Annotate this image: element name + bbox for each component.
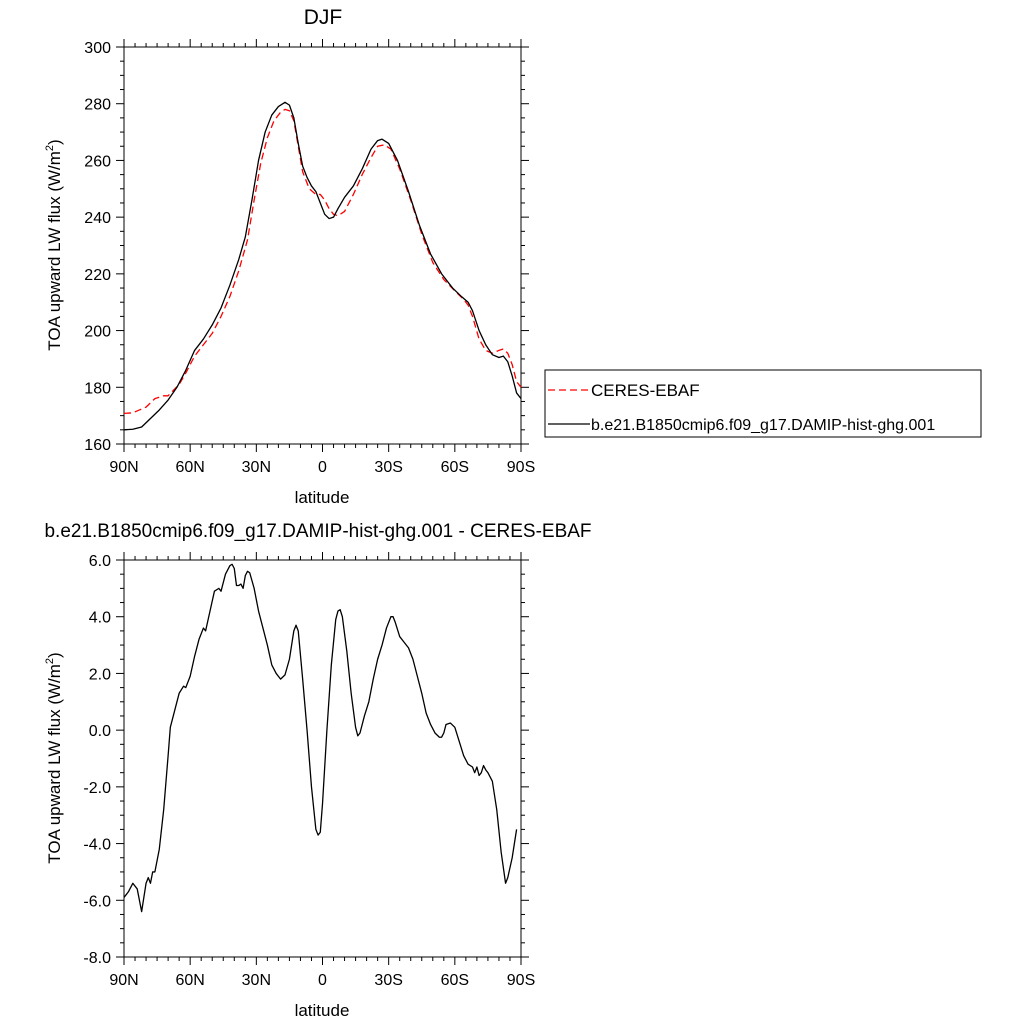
top-y-axis-label-superscript: 2: [44, 145, 56, 151]
top-panel: DJF 160 180 200 220 240 260 280 300 90N 60N 30N 0 3…: [44, 6, 982, 507]
bottom-y-tick-label: 0.0: [89, 723, 111, 740]
bottom-panel-title: b.e21.B1850cmip6.f09_g17.DAMIP-hist-ghg.…: [44, 521, 591, 542]
top-y-tick-label: 200: [84, 324, 111, 341]
top-x-tick-label: 30S: [374, 459, 402, 476]
top-y-tick-label: 160: [84, 437, 111, 454]
bottom-axis-ticks: [116, 552, 529, 965]
bottom-plot-frame: [123, 559, 522, 958]
top-y-tick-label: 260: [84, 153, 111, 170]
bottom-y-axis-label-superscript: 2: [44, 658, 56, 664]
bottom-y-tick-label: 2.0: [89, 666, 111, 683]
bottom-y-axis-label: TOA upward LW flux (W/m2): [44, 652, 64, 863]
top-plot-frame: [123, 46, 522, 445]
top-x-tick-label: 90N: [109, 459, 138, 476]
top-y-axis-label-close: ): [45, 139, 64, 145]
bottom-y-tick-label: 4.0: [89, 610, 111, 627]
bottom-y-tick-label: 6.0: [89, 553, 111, 570]
top-series-line-0: [123, 108, 522, 415]
top-panel-title: DJF: [304, 6, 343, 29]
top-x-tick-label: 60S: [441, 459, 469, 476]
bottom-y-axis-label-text: TOA upward LW flux (W/m: [45, 664, 64, 864]
top-series-line-1: [123, 101, 522, 431]
bottom-x-tick-label: 60N: [175, 972, 204, 989]
top-axis-ticks: [116, 39, 529, 452]
top-x-tick-label: 0: [318, 459, 327, 476]
bottom-x-tick-label: 30S: [374, 972, 402, 989]
bottom-series-lines: [123, 563, 518, 913]
top-x-tick-label: 30N: [242, 459, 271, 476]
top-y-tick-label: 240: [84, 210, 111, 227]
bottom-x-tick-label: 60S: [441, 972, 469, 989]
bottom-x-tick-label: 90S: [507, 972, 535, 989]
bottom-panel: b.e21.B1850cmip6.f09_g17.DAMIP-hist-ghg.…: [44, 521, 592, 1020]
bottom-y-axis-label-close: ): [45, 652, 64, 658]
bottom-x-tick-labels: 90N 60N 30N 0 30S 60S 90S: [109, 972, 535, 989]
legend-box: [544, 369, 982, 438]
legend-label-model: b.e21.B1850cmip6.f09_g17.DAMIP-hist-ghg.…: [591, 417, 935, 434]
top-y-tick-label: 280: [84, 97, 111, 114]
top-y-tick-labels: 160 180 200 220 240 260 280 300: [84, 40, 111, 454]
top-series-lines: [123, 101, 522, 431]
bottom-y-tick-label: -2.0: [83, 780, 111, 797]
bottom-x-tick-label: 30N: [242, 972, 271, 989]
top-x-tick-labels: 90N 60N 30N 0 30S 60S 90S: [109, 459, 535, 476]
top-y-tick-label: 220: [84, 267, 111, 284]
bottom-x-axis-label: latitude: [295, 1001, 350, 1020]
bottom-y-tick-labels: -8.0 -6.0 -4.0 -2.0 0.0 2.0 4.0 6.0: [83, 553, 111, 967]
bottom-y-tick-label: -8.0: [83, 950, 111, 967]
top-x-tick-label: 90S: [507, 459, 535, 476]
top-y-axis-label-text: TOA upward LW flux (W/m: [45, 151, 64, 351]
top-x-tick-label: 60N: [175, 459, 204, 476]
legend: CERES-EBAF b.e21.B1850cmip6.f09_g17.DAMI…: [544, 369, 982, 438]
legend-label-ceres-ebaf: CERES-EBAF: [591, 381, 700, 400]
bottom-series-line-0: [123, 563, 518, 913]
top-x-axis-label: latitude: [295, 488, 350, 507]
bottom-x-tick-label: 0: [318, 972, 327, 989]
top-y-tick-label: 180: [84, 380, 111, 397]
top-y-axis-label: TOA upward LW flux (W/m2): [44, 139, 64, 350]
bottom-y-tick-label: -6.0: [83, 893, 111, 910]
top-y-tick-label: 300: [84, 40, 111, 57]
bottom-x-tick-label: 90N: [109, 972, 138, 989]
bottom-y-tick-label: -4.0: [83, 837, 111, 854]
